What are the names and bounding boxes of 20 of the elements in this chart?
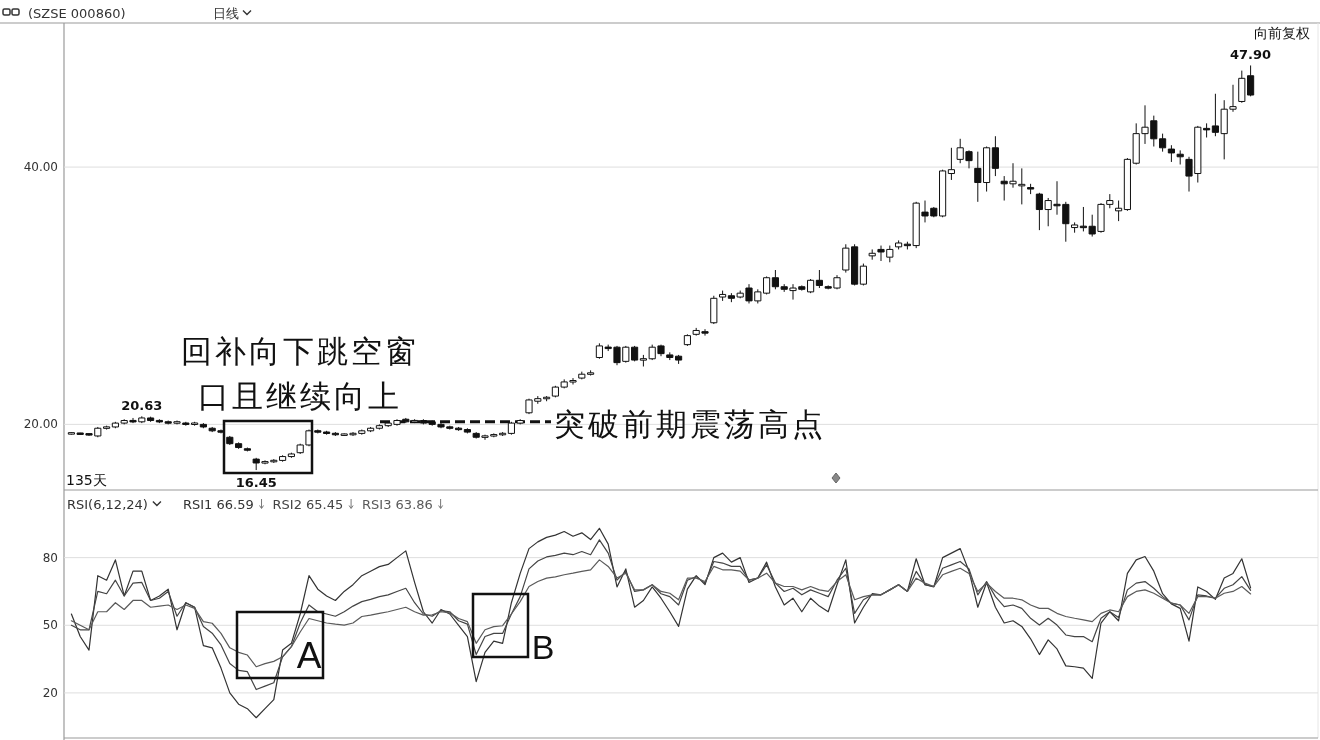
annotation: 135天 [66,472,107,488]
annotation: 回补向下跳空窗口且继续向上 [180,333,419,414]
y-tick-label: 20 [42,685,58,700]
text: RSI2 65.45 [272,496,344,512]
annotation: 向前复权 [1254,25,1310,41]
text: RSI3 63.86 [362,496,433,512]
chart-title: (SZSE 000860) [28,5,126,21]
annotation: 47.90 [1230,46,1272,62]
legend-label: RSI1 66.59 [183,496,254,512]
annotation: A [296,635,322,676]
y-tick-label: 40.00 [23,160,58,175]
y-tick-label: 80 [42,550,58,565]
annotation: 16.45 [235,474,277,490]
annotation: B [531,628,555,666]
ref-line-label: 突破前期震荡高点 [554,405,826,442]
y-tick-label: 20.00 [23,417,58,432]
annotation: 20.63 [121,397,163,413]
y-tick-label: 50 [42,618,58,633]
chart-subtitle: 日线 [213,5,239,21]
text: RSI(6,12,24) [67,496,148,512]
